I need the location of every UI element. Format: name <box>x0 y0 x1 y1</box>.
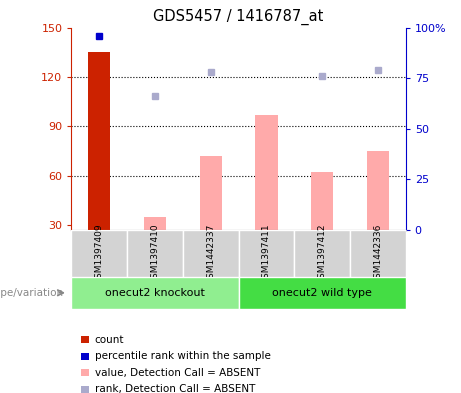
Bar <box>200 156 222 230</box>
Bar <box>88 52 111 230</box>
Bar <box>238 277 406 309</box>
Text: GSM1397410: GSM1397410 <box>150 223 160 284</box>
Text: GSM1397409: GSM1397409 <box>95 223 104 284</box>
Bar <box>294 230 350 277</box>
Bar <box>350 230 406 277</box>
Bar <box>366 151 389 230</box>
Text: genotype/variation: genotype/variation <box>0 288 67 298</box>
Bar <box>311 172 333 230</box>
Text: count: count <box>95 335 124 345</box>
Bar <box>127 230 183 277</box>
Bar <box>71 230 127 277</box>
Text: GSM1442337: GSM1442337 <box>206 223 215 284</box>
Bar <box>71 277 239 309</box>
Text: GSM1397411: GSM1397411 <box>262 223 271 284</box>
Bar <box>144 217 166 230</box>
Bar <box>238 230 294 277</box>
Text: GSM1397412: GSM1397412 <box>318 223 327 284</box>
Title: GDS5457 / 1416787_at: GDS5457 / 1416787_at <box>154 9 324 25</box>
Text: onecut2 wild type: onecut2 wild type <box>272 288 372 298</box>
Text: rank, Detection Call = ABSENT: rank, Detection Call = ABSENT <box>95 384 255 393</box>
Bar <box>255 115 278 230</box>
Text: GSM1442336: GSM1442336 <box>373 223 382 284</box>
Text: onecut2 knockout: onecut2 knockout <box>105 288 205 298</box>
Text: percentile rank within the sample: percentile rank within the sample <box>95 351 271 362</box>
Text: value, Detection Call = ABSENT: value, Detection Call = ABSENT <box>95 368 260 378</box>
Bar <box>183 230 238 277</box>
